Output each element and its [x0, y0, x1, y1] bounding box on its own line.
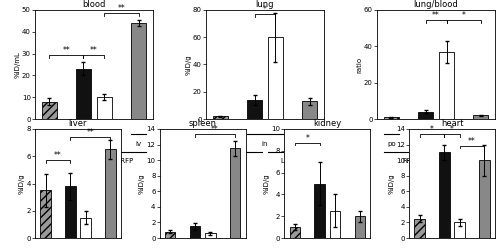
Bar — [132, 23, 145, 119]
Text: *: * — [462, 11, 466, 20]
Bar — [354, 216, 365, 238]
Title: spleen: spleen — [188, 119, 216, 128]
Text: **: ** — [118, 4, 126, 13]
Text: po: po — [45, 141, 54, 147]
Bar — [42, 102, 56, 119]
Y-axis label: %ID/g: %ID/g — [388, 173, 394, 194]
Y-axis label: %ID/g: %ID/g — [186, 54, 192, 75]
Text: **: ** — [468, 137, 476, 146]
Bar — [414, 218, 425, 238]
Text: **: ** — [211, 125, 219, 134]
Bar — [384, 117, 398, 119]
Bar — [76, 69, 90, 119]
Text: LM-RFP: LM-RFP — [451, 158, 476, 164]
Text: in: in — [433, 141, 440, 147]
Text: *: * — [306, 134, 309, 143]
Text: *: * — [263, 5, 267, 14]
Bar — [213, 116, 228, 119]
Text: LM-RFP: LM-RFP — [280, 158, 305, 164]
Bar — [302, 101, 317, 119]
Text: RFP: RFP — [231, 158, 244, 164]
Y-axis label: %ID/g: %ID/g — [139, 173, 145, 194]
Text: *: * — [430, 125, 434, 134]
Title: heart: heart — [441, 119, 464, 128]
Text: iv: iv — [306, 141, 312, 147]
Bar — [98, 97, 112, 119]
Bar — [248, 100, 262, 119]
Text: in: in — [90, 141, 97, 147]
Bar — [230, 149, 240, 238]
Text: **: ** — [62, 46, 70, 55]
Bar — [314, 184, 325, 238]
Y-axis label: %ID/mL: %ID/mL — [14, 51, 20, 78]
Bar — [268, 37, 282, 119]
Bar — [474, 115, 488, 119]
Y-axis label: %ID/g: %ID/g — [264, 173, 270, 194]
Text: in: in — [262, 141, 268, 147]
Y-axis label: ratio: ratio — [356, 56, 362, 73]
Bar — [105, 149, 116, 238]
Bar — [80, 218, 91, 238]
Title: lung: lung — [256, 0, 274, 9]
Bar — [205, 233, 216, 238]
Bar — [330, 211, 340, 238]
Text: **: ** — [86, 128, 94, 137]
Text: po: po — [387, 141, 396, 147]
Y-axis label: %ID/g: %ID/g — [19, 173, 25, 194]
Title: lung/blood: lung/blood — [414, 0, 459, 9]
Text: RFP: RFP — [402, 158, 415, 164]
Text: LM-RFP: LM-RFP — [109, 158, 134, 164]
Text: RFP: RFP — [60, 158, 73, 164]
Text: iv: iv — [478, 141, 484, 147]
Title: liver: liver — [68, 119, 87, 128]
Bar — [65, 186, 76, 238]
Bar — [439, 152, 450, 238]
Title: kidney: kidney — [313, 119, 342, 128]
Text: *: * — [450, 125, 454, 134]
Text: iv: iv — [136, 141, 141, 147]
Bar — [418, 112, 432, 119]
Bar — [165, 232, 175, 238]
Bar — [40, 190, 51, 238]
Text: po: po — [216, 141, 225, 147]
Text: **: ** — [90, 46, 98, 55]
Bar — [440, 52, 454, 119]
Bar — [479, 160, 490, 238]
Bar — [290, 227, 300, 238]
Text: **: ** — [54, 151, 62, 160]
Text: **: ** — [432, 11, 440, 20]
Bar — [190, 226, 200, 238]
Title: blood: blood — [82, 0, 106, 9]
Bar — [454, 222, 465, 238]
